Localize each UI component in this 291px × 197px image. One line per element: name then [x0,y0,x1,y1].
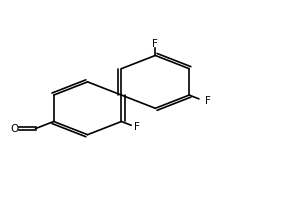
Text: O: O [10,124,19,134]
Text: F: F [134,122,139,132]
Text: F: F [152,39,158,49]
Text: F: F [205,96,211,106]
